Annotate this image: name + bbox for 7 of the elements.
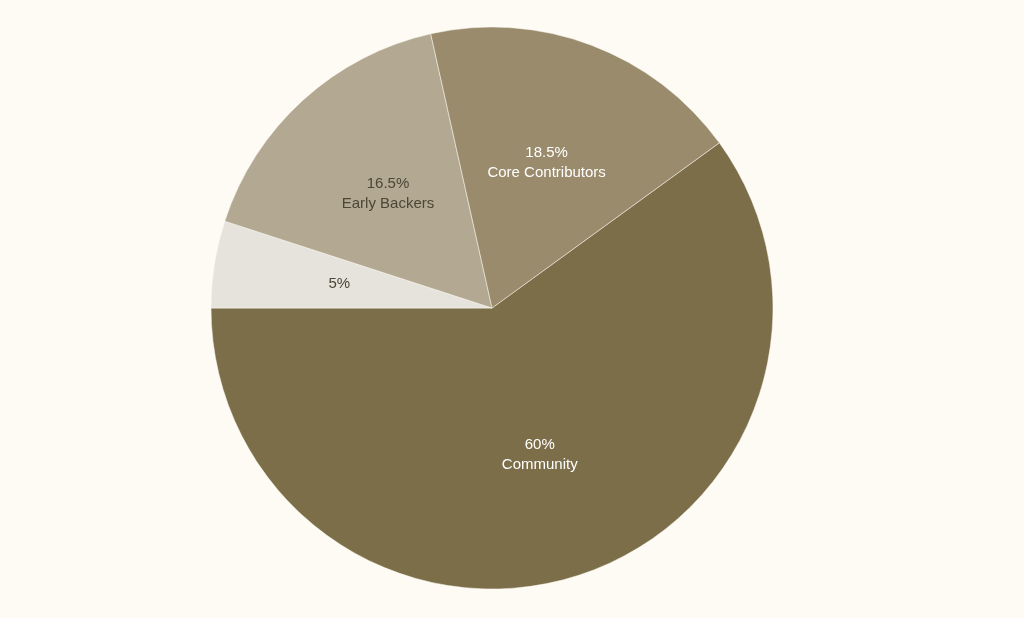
data-label: 60% (524, 434, 555, 452)
slice-label: Core Contributors (487, 163, 606, 181)
data-label: 18.5% (525, 143, 568, 161)
slice-label: Early Backers (341, 193, 435, 211)
slice-label: Community (501, 454, 579, 472)
data-label: 16.5% (366, 173, 410, 191)
data-label: 5% (328, 273, 351, 291)
